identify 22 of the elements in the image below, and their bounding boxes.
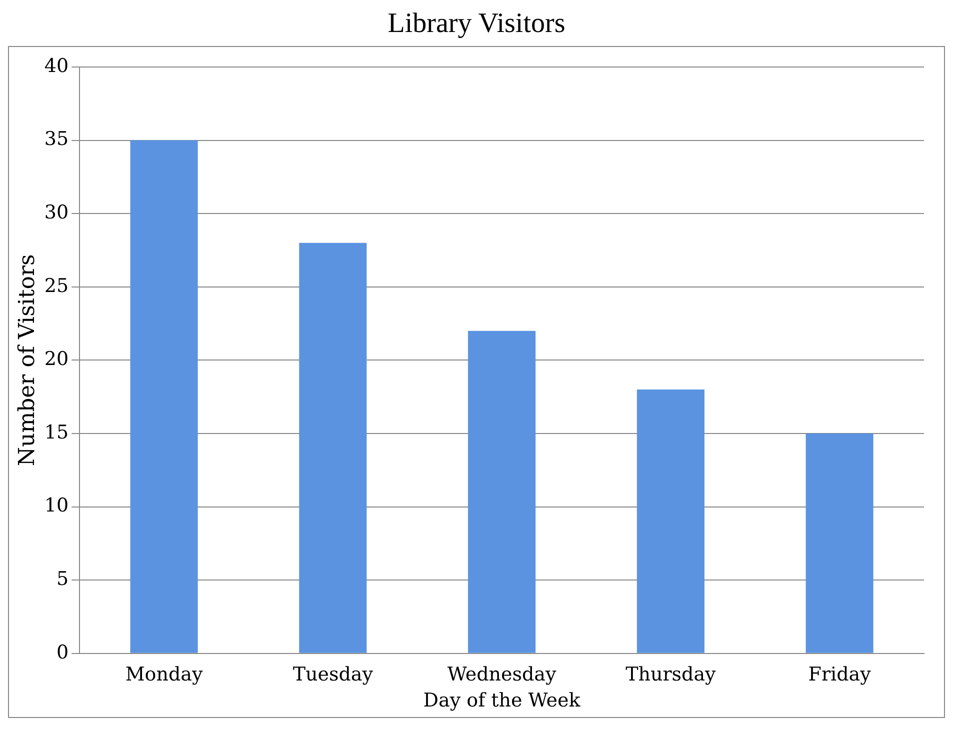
x-tick-label: Monday bbox=[125, 664, 203, 686]
x-axis-title: Day of the Week bbox=[423, 690, 581, 712]
y-tick-label: 10 bbox=[44, 494, 69, 517]
y-tick-label: 30 bbox=[44, 202, 69, 224]
bar bbox=[130, 140, 198, 653]
x-tick-label: Wednesday bbox=[447, 664, 556, 686]
y-tick-label: 20 bbox=[44, 348, 69, 370]
y-tick-label: 40 bbox=[44, 54, 69, 77]
y-tick-label: 25 bbox=[44, 274, 69, 297]
y-tick-label: 0 bbox=[56, 641, 69, 664]
bar bbox=[806, 434, 874, 653]
chart-title: Library Visitors bbox=[386, 8, 566, 41]
y-tick-label: 5 bbox=[56, 568, 69, 590]
y-tick-label: 35 bbox=[44, 128, 69, 150]
bar bbox=[299, 242, 367, 653]
bar bbox=[636, 390, 704, 653]
x-tick-label: Friday bbox=[808, 664, 872, 686]
y-tick-label: 15 bbox=[44, 421, 69, 444]
bar bbox=[468, 330, 536, 653]
x-tick-label: Tuesday bbox=[292, 664, 374, 686]
x-tick-label: Thursday bbox=[626, 664, 716, 686]
y-axis-title: Number of Visitors bbox=[14, 254, 40, 466]
